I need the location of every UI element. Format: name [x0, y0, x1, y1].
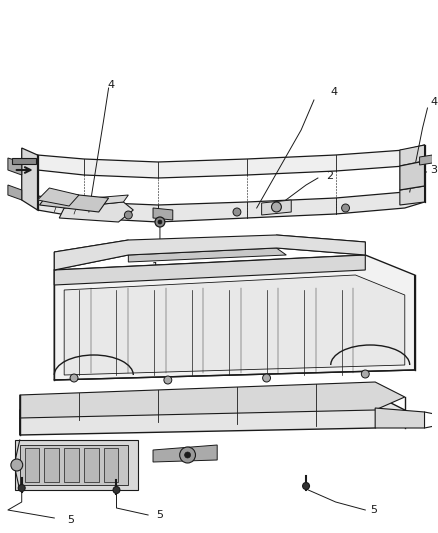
Polygon shape	[104, 448, 118, 482]
Circle shape	[113, 487, 120, 494]
Polygon shape	[261, 200, 291, 215]
Polygon shape	[64, 195, 128, 208]
Polygon shape	[15, 440, 138, 490]
Polygon shape	[153, 208, 173, 220]
Polygon shape	[38, 145, 424, 178]
Polygon shape	[25, 448, 39, 482]
Polygon shape	[84, 448, 99, 482]
Circle shape	[158, 220, 162, 224]
Circle shape	[303, 482, 310, 489]
Polygon shape	[8, 158, 22, 175]
Polygon shape	[420, 155, 432, 165]
Text: ▶: ▶	[21, 158, 26, 164]
Text: 5: 5	[67, 515, 74, 525]
Circle shape	[272, 202, 281, 212]
Polygon shape	[64, 448, 79, 482]
Polygon shape	[128, 248, 286, 262]
Text: 3: 3	[431, 165, 438, 175]
Polygon shape	[20, 395, 405, 435]
Polygon shape	[375, 408, 424, 428]
Polygon shape	[400, 186, 424, 205]
Polygon shape	[54, 255, 415, 380]
Polygon shape	[153, 445, 217, 462]
Polygon shape	[38, 188, 79, 206]
Circle shape	[263, 374, 271, 382]
Circle shape	[233, 208, 241, 216]
Polygon shape	[400, 161, 424, 190]
Circle shape	[11, 459, 23, 471]
Text: 5: 5	[156, 510, 163, 520]
Polygon shape	[54, 235, 365, 270]
Circle shape	[361, 370, 369, 378]
Text: 4: 4	[431, 97, 438, 107]
Polygon shape	[64, 275, 405, 375]
Text: 5: 5	[370, 505, 377, 515]
Polygon shape	[38, 186, 424, 222]
Polygon shape	[44, 448, 59, 482]
Circle shape	[70, 374, 78, 382]
Polygon shape	[20, 445, 128, 485]
Polygon shape	[39, 192, 109, 212]
Text: 4: 4	[331, 87, 338, 97]
Polygon shape	[8, 185, 22, 200]
Text: 2: 2	[326, 171, 333, 181]
Circle shape	[18, 484, 25, 491]
Polygon shape	[12, 158, 35, 164]
Circle shape	[342, 204, 350, 212]
Text: 1: 1	[152, 262, 159, 272]
Polygon shape	[276, 235, 365, 255]
Circle shape	[185, 452, 191, 458]
Polygon shape	[54, 255, 365, 285]
Polygon shape	[400, 145, 424, 166]
Circle shape	[164, 376, 172, 384]
Polygon shape	[22, 148, 38, 210]
Polygon shape	[59, 202, 133, 222]
Polygon shape	[20, 382, 405, 418]
Circle shape	[124, 211, 132, 219]
Circle shape	[155, 217, 165, 227]
Text: 4: 4	[107, 80, 114, 90]
Polygon shape	[54, 240, 128, 270]
Circle shape	[180, 447, 195, 463]
